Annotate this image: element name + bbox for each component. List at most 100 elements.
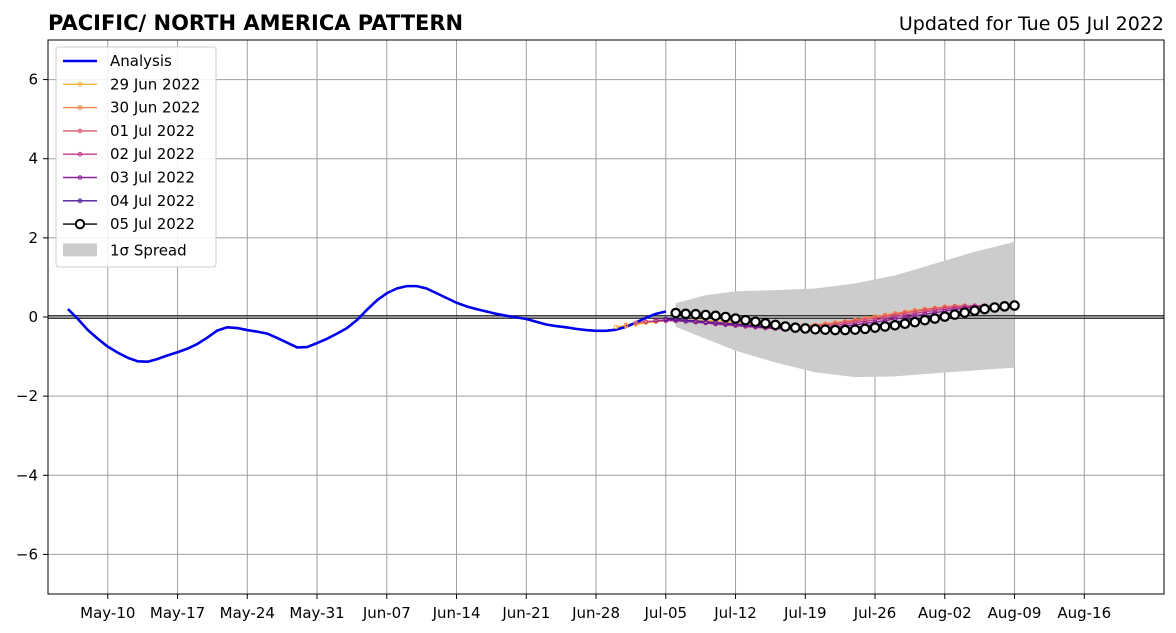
y-tick-label: −2 <box>16 387 38 405</box>
current-forecast-point <box>869 322 881 333</box>
y-axis: −6 −4 −2 0 2 4 6 <box>16 71 48 563</box>
legend-swatch-marker <box>77 175 83 180</box>
current-forecast-point <box>670 307 682 319</box>
forecast-point <box>613 324 619 330</box>
current-forecast-point <box>839 324 851 336</box>
legend-label-spread: 1σ Spread <box>110 241 187 259</box>
x-tick-label: Jun-07 <box>362 604 411 622</box>
x-tick-label: May-31 <box>289 604 344 622</box>
forecast-point <box>633 320 639 326</box>
legend: Analysis 29 Jun 2022 30 Jun 2022 01 Jul 202… <box>55 46 217 268</box>
legend-swatch-marker <box>77 151 83 157</box>
forecast-point <box>922 309 928 315</box>
legend-label-forecast: 02 Jul 2022 <box>110 145 195 163</box>
forecast-point <box>872 315 878 321</box>
legend-label-forecast: 29 Jun 2022 <box>110 75 200 93</box>
current-forecast-point <box>700 309 711 321</box>
current-forecast-point <box>889 320 901 331</box>
legend-label-analysis: Analysis <box>110 52 172 70</box>
forecast-point <box>862 319 868 324</box>
forecast-point <box>653 317 659 323</box>
x-tick-label: Jun-21 <box>501 604 550 622</box>
forecast-point <box>663 316 669 322</box>
series-markers <box>613 300 1020 336</box>
current-forecast-point <box>939 311 951 322</box>
forecast-point <box>902 310 908 316</box>
current-forecast-point <box>849 324 861 335</box>
legend-label-current: 05 Jul 2022 <box>110 215 195 233</box>
forecast-point <box>892 312 898 317</box>
x-tick-label: May-10 <box>80 604 135 622</box>
x-tick-label: May-24 <box>220 604 275 622</box>
legend-box <box>55 46 217 268</box>
legend-swatch-current-marker <box>74 218 86 230</box>
current-forecast-point <box>690 308 701 320</box>
legend-label-forecast: 04 Jul 2022 <box>110 192 195 210</box>
current-forecast-point <box>720 311 731 323</box>
x-tick-label: Aug-09 <box>988 604 1042 622</box>
y-tick-label: −6 <box>16 545 38 563</box>
legend-label-forecast: 01 Jul 2022 <box>110 122 195 140</box>
spread-band <box>675 241 1015 378</box>
forecast-point <box>882 315 888 321</box>
current-forecast-point <box>740 314 751 326</box>
forecast-point <box>902 312 908 318</box>
current-forecast-point <box>819 324 831 335</box>
legend-swatch-spread <box>63 243 97 257</box>
current-forecast-point <box>999 301 1010 312</box>
y-tick-label: 4 <box>28 150 38 168</box>
current-forecast-point <box>710 310 721 322</box>
current-forecast-point <box>730 313 741 324</box>
chart-subtitle: Updated for Tue 05 Jul 2022 <box>899 13 1164 35</box>
forecast-point <box>912 311 918 316</box>
forecast-point <box>922 307 928 313</box>
y-tick-label: −4 <box>16 466 38 484</box>
current-forecast-point <box>969 305 980 316</box>
x-axis: May-10 May-17 May-24 May-31 Jun-07 Jun-14 Jun-… <box>80 594 1111 622</box>
forecast-point <box>932 307 938 313</box>
current-forecast-point <box>949 309 961 320</box>
legend-swatch-marker <box>77 105 83 110</box>
spread-band-area <box>675 241 1015 378</box>
current-forecast-point <box>929 313 941 324</box>
y-tick-label: 0 <box>28 308 38 326</box>
x-tick-label: Jul-12 <box>713 604 757 622</box>
forecast-point <box>892 314 898 319</box>
x-tick-label: Jun-28 <box>571 604 620 622</box>
current-forecast-point <box>879 321 891 332</box>
current-forecast-point <box>919 314 931 326</box>
x-tick-label: Aug-02 <box>918 604 972 622</box>
current-forecast-point <box>959 307 971 318</box>
forecast-point <box>623 322 629 328</box>
current-forecast-point <box>760 318 771 329</box>
current-forecast-point <box>770 319 781 331</box>
current-forecast-point <box>989 302 1000 313</box>
current-forecast-point <box>680 308 692 320</box>
x-tick-label: May-17 <box>150 604 205 622</box>
forecast-point <box>852 320 858 325</box>
y-tick-label: 2 <box>28 229 38 247</box>
forecast-point <box>912 309 918 314</box>
current-forecast-point <box>859 323 871 335</box>
current-forecast-point <box>979 303 990 315</box>
x-tick-label: Jul-26 <box>853 604 897 622</box>
current-forecast-point <box>780 321 791 332</box>
legend-label-forecast: 30 Jun 2022 <box>110 99 200 117</box>
current-forecast-point <box>1009 300 1020 311</box>
x-tick-label: Jul-19 <box>783 604 827 622</box>
legend-label-forecast: 03 Jul 2022 <box>110 169 195 187</box>
y-tick-label: 6 <box>28 71 38 89</box>
forecast-point <box>882 313 888 319</box>
legend-swatch-marker <box>77 128 83 134</box>
current-forecast-point <box>809 323 821 335</box>
forecast-point <box>942 306 948 312</box>
current-forecast-point <box>790 322 801 333</box>
x-tick-label: Jul-05 <box>643 604 687 622</box>
x-tick-label: Aug-16 <box>1057 604 1111 622</box>
current-forecast-point <box>799 323 811 334</box>
current-forecast-point <box>899 318 911 330</box>
x-tick-label: Jun-14 <box>432 604 481 622</box>
current-forecast-point <box>909 316 921 328</box>
legend-swatch-marker <box>77 82 83 87</box>
